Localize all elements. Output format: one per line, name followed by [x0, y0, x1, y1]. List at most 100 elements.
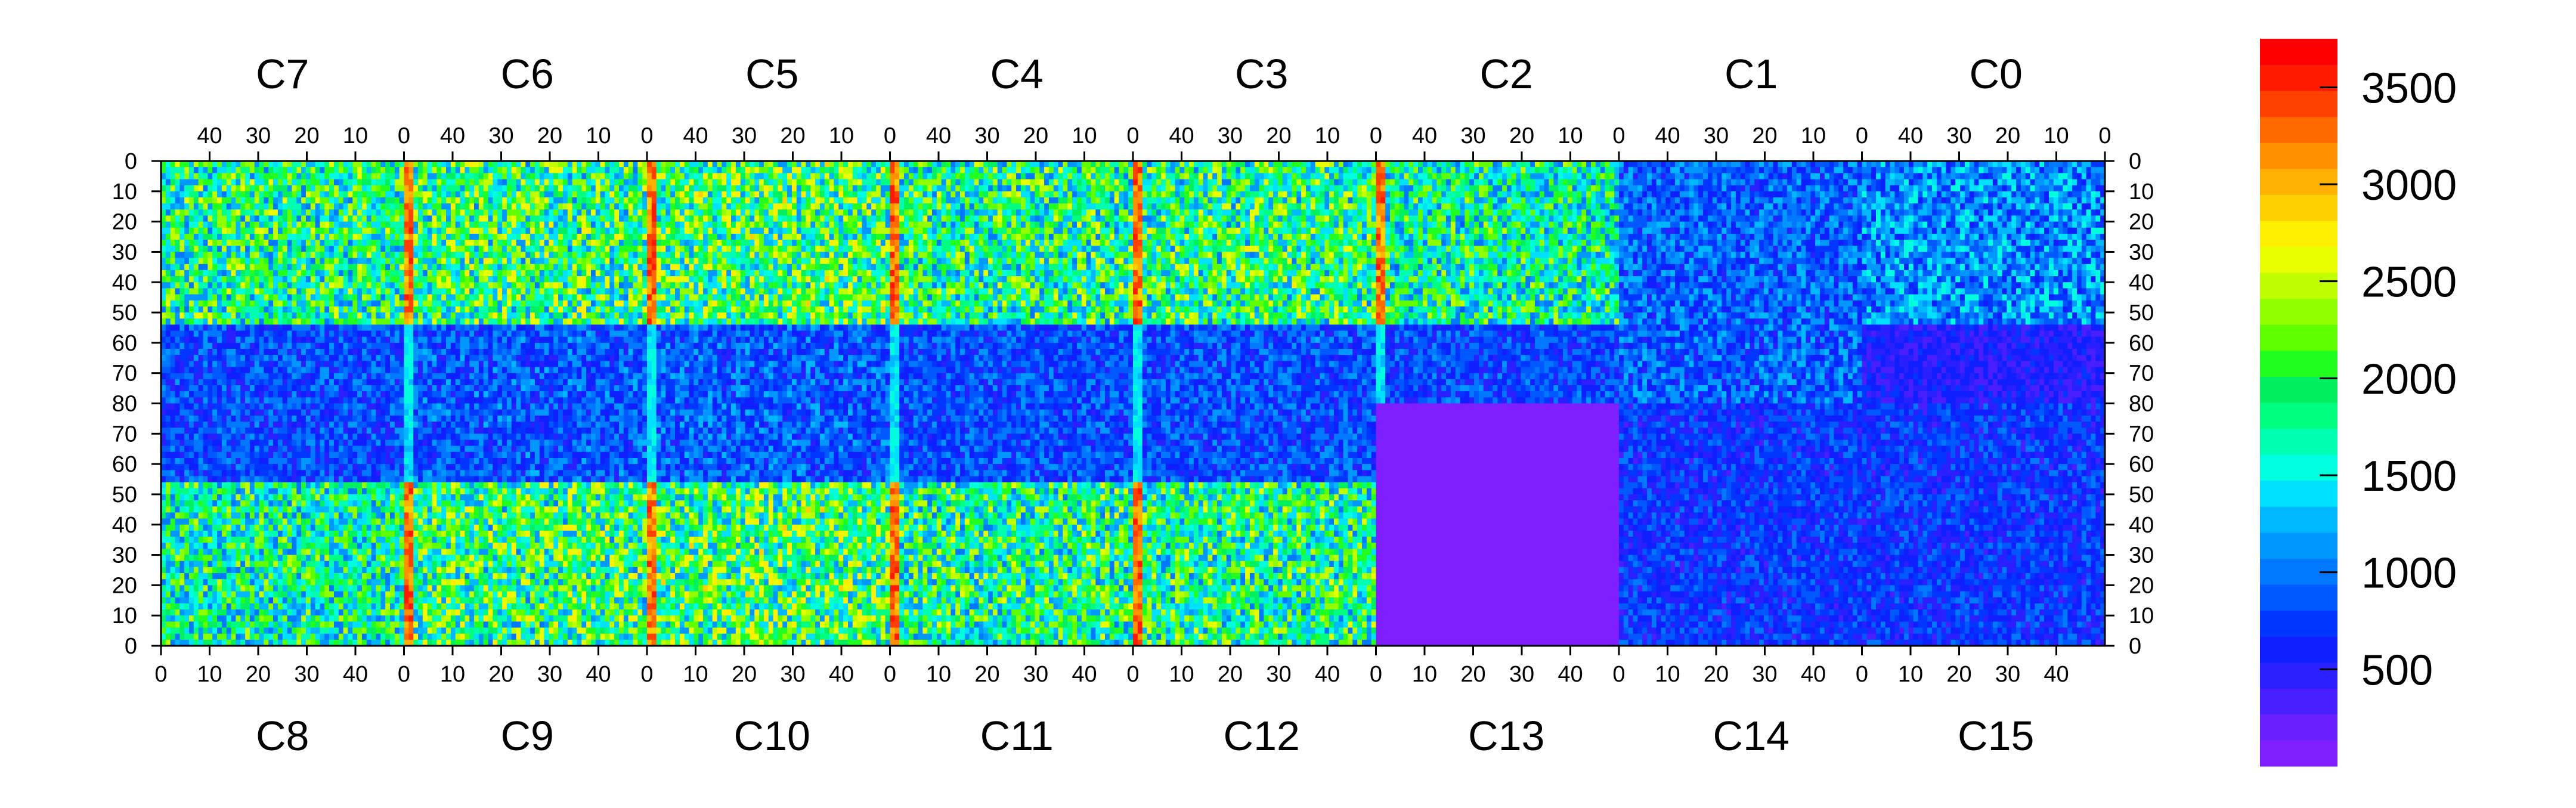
heatmap-cell — [305, 324, 311, 331]
heatmap-cell — [165, 288, 171, 295]
heatmap-cell — [296, 439, 302, 446]
heatmap-cell — [203, 161, 208, 168]
heatmap-cell — [343, 276, 348, 283]
heatmap-cell — [371, 197, 376, 204]
heatmap-cell — [217, 482, 222, 489]
heatmap-cell — [315, 561, 320, 568]
heatmap-cell — [287, 409, 292, 416]
heatmap-cell — [544, 215, 549, 222]
heatmap-cell — [380, 530, 386, 537]
heatmap-cell — [600, 179, 605, 185]
heatmap-cell — [562, 246, 568, 252]
heatmap-cell — [329, 185, 335, 192]
heatmap-cell — [544, 221, 549, 228]
heatmap-cell — [226, 530, 231, 537]
heatmap-cell — [212, 457, 218, 465]
heatmap-cell — [562, 209, 568, 216]
heatmap-cell — [301, 488, 306, 495]
heatmap-cell — [221, 615, 227, 622]
heatmap-cell — [310, 312, 315, 319]
heatmap-cell — [165, 543, 171, 549]
heatmap-cell — [277, 355, 283, 361]
heatmap-cell — [268, 464, 274, 470]
heatmap-cell — [329, 397, 335, 404]
heatmap-cell — [193, 591, 199, 598]
heatmap-cell — [175, 537, 180, 543]
heatmap-cell — [249, 221, 255, 228]
heatmap-cell — [329, 561, 335, 568]
heatmap-cell — [305, 300, 311, 307]
heatmap-cell — [628, 221, 633, 228]
heatmap-cell — [371, 603, 376, 610]
heatmap-cell — [562, 173, 568, 179]
heatmap-cell — [249, 318, 255, 325]
heatmap-cell — [245, 324, 250, 331]
heatmap-cell — [217, 488, 222, 495]
heatmap-cell — [366, 252, 371, 258]
heatmap-cell — [413, 252, 419, 258]
heatmap-cell — [259, 434, 264, 440]
heatmap-cell — [534, 246, 540, 252]
heatmap-cell — [376, 173, 381, 179]
heatmap-cell — [352, 306, 358, 313]
heatmap-cell — [385, 240, 391, 246]
heatmap-cell — [595, 197, 600, 204]
heatmap-cell — [324, 209, 330, 216]
heatmap-cell — [259, 185, 264, 192]
heatmap-cell — [189, 530, 194, 537]
heatmap-cell — [254, 373, 259, 380]
heatmap-cell — [245, 227, 250, 234]
heatmap-cell — [301, 240, 306, 246]
heatmap-cell — [324, 312, 330, 319]
heatmap-cell — [226, 445, 231, 453]
heatmap-cell — [212, 318, 218, 325]
heatmap-cell — [268, 476, 274, 482]
heatmap-cell — [642, 221, 648, 228]
heatmap-cell — [516, 209, 521, 216]
heatmap-cell — [259, 294, 264, 301]
heatmap-cell — [371, 415, 376, 422]
heatmap-cell — [189, 451, 194, 459]
heatmap-cell — [329, 543, 335, 549]
heatmap-cell — [572, 227, 577, 234]
heatmap-cell — [287, 197, 292, 204]
heatmap-cell — [268, 573, 274, 580]
heatmap-cell — [226, 203, 231, 210]
heatmap-cell — [296, 282, 302, 289]
heatmap-cell — [436, 215, 442, 222]
heatmap-cell — [212, 391, 218, 398]
heatmap-cell — [161, 470, 166, 476]
heatmap-cell — [170, 185, 175, 192]
heatmap-cell — [175, 518, 180, 525]
heatmap-cell — [348, 537, 353, 543]
heatmap-cell — [478, 167, 484, 174]
heatmap-cell — [203, 227, 208, 234]
heatmap-cell — [478, 185, 484, 192]
heatmap-cell — [361, 318, 367, 325]
heatmap-cell — [245, 445, 250, 453]
heatmap-cell — [361, 464, 367, 470]
heatmap-cell — [352, 209, 358, 216]
heatmap-cell — [352, 191, 358, 198]
heatmap-cell — [371, 494, 376, 501]
heatmap-cell — [231, 203, 236, 210]
heatmap-cell — [371, 185, 376, 192]
heatmap-cell — [455, 227, 460, 234]
heatmap-cell — [361, 282, 367, 289]
heatmap-cell — [254, 621, 259, 628]
heatmap-cell — [478, 221, 484, 228]
heatmap-cell — [361, 457, 367, 465]
heatmap-cell — [221, 506, 227, 513]
heatmap-cell — [389, 633, 395, 640]
heatmap-cell — [231, 197, 236, 204]
heatmap-cell — [352, 227, 358, 234]
heatmap-cell — [338, 385, 343, 392]
heatmap-cell — [413, 173, 419, 179]
heatmap-cell — [226, 179, 231, 185]
heatmap-cell — [296, 379, 302, 386]
heatmap-cell — [385, 591, 391, 598]
heatmap-cell — [282, 591, 287, 598]
heatmap-cell — [525, 209, 531, 216]
heatmap-cell — [249, 209, 255, 216]
heatmap-cell — [357, 530, 363, 537]
